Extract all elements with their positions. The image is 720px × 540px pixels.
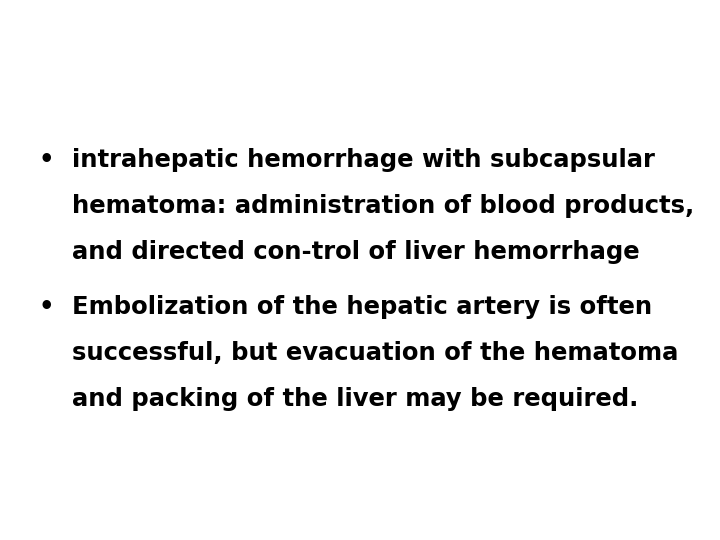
Text: and directed con-trol of liver hemorrhage: and directed con-trol of liver hemorrhag… [72,240,639,264]
Text: successful, but evacuation of the hematoma: successful, but evacuation of the hemato… [72,341,678,365]
Text: Embolization of the hepatic artery is often: Embolization of the hepatic artery is of… [72,295,652,319]
Text: •: • [38,148,53,172]
Text: •: • [38,295,53,319]
Text: hematoma: administration of blood products,: hematoma: administration of blood produc… [72,194,694,218]
Text: and packing of the liver may be required.: and packing of the liver may be required… [72,387,639,411]
Text: intrahepatic hemorrhage with subcapsular: intrahepatic hemorrhage with subcapsular [72,148,655,172]
